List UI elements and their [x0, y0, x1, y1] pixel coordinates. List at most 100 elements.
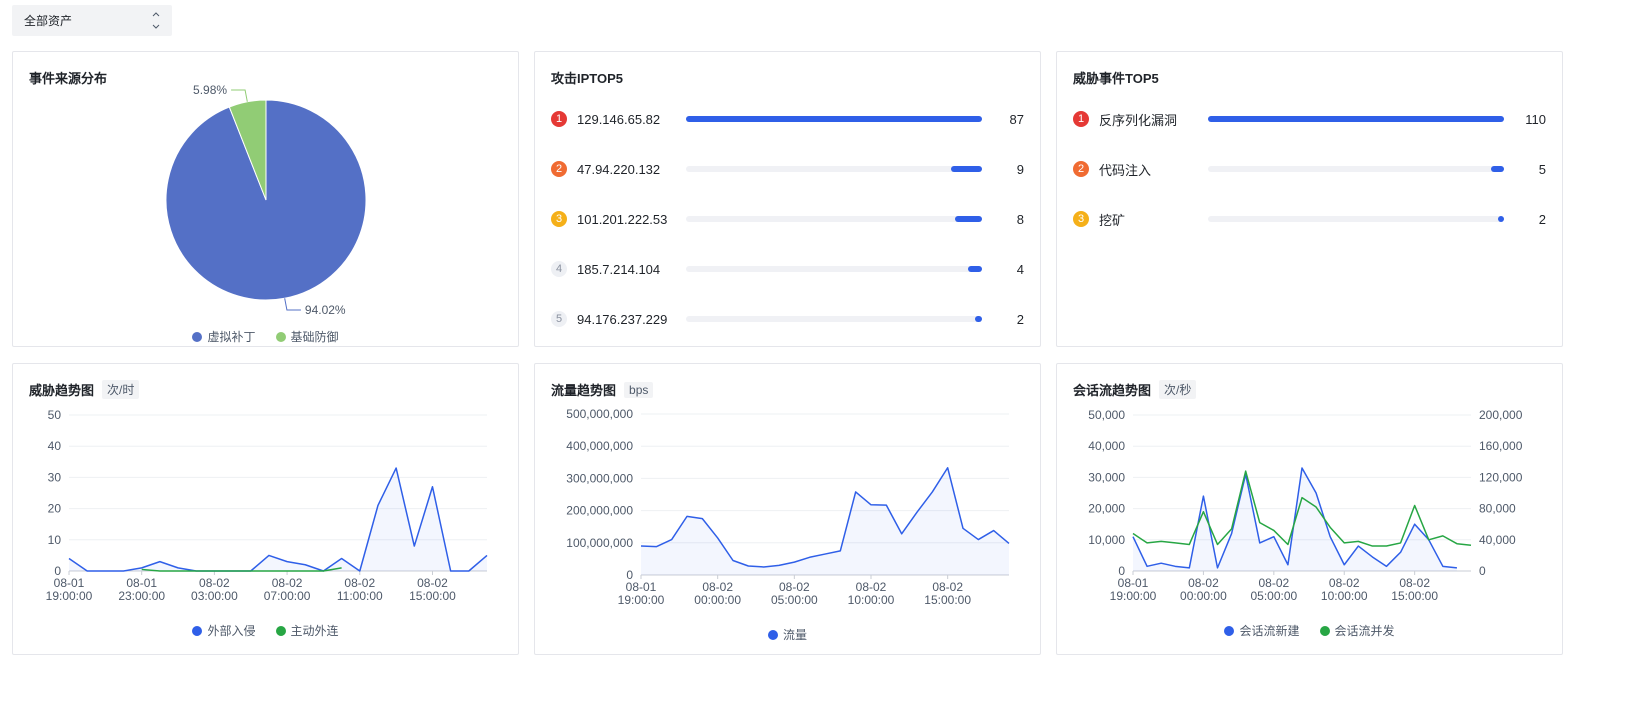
threat-event-card: 威胁事件TOP5 1 反序列化漏洞 110 2 代码注入 5 3 挖矿 2: [1056, 51, 1563, 347]
x-tick-label-time: 10:00:00: [848, 593, 895, 607]
threat-event-row[interactable]: 3 挖矿 2: [1073, 194, 1546, 244]
threat-event-row[interactable]: 1 反序列化漏洞 110: [1073, 94, 1546, 144]
attack-ip-value: 9: [1016, 161, 1024, 177]
x-tick-label-date: 08-01: [1118, 576, 1149, 590]
attack-ip-value: 8: [1016, 211, 1024, 227]
x-tick-label-date: 08-02: [1258, 576, 1289, 590]
rank-bar-track: [1208, 116, 1504, 122]
rank-badge: 2: [551, 161, 567, 177]
x-tick-label-date: 08-02: [1188, 576, 1219, 590]
x-tick-label-date: 08-01: [126, 576, 157, 590]
legend-dot: [192, 625, 203, 636]
y-right-tick-label: 40,000: [1479, 533, 1516, 547]
pie-slice[interactable]: [228, 99, 267, 201]
x-tick-label-date: 08-01: [54, 576, 85, 590]
rank-bar-fill: [951, 166, 982, 172]
threat-event-list: 1 反序列化漏洞 110 2 代码注入 5 3 挖矿 2: [1073, 94, 1546, 244]
rank-bar-fill: [686, 116, 982, 122]
rank-badge: 1: [1073, 111, 1089, 127]
session-trend-title: 会话流趋势图 次/秒: [1073, 380, 1197, 399]
rank-bar-fill: [1490, 166, 1504, 172]
threat-trend-chart: 0102030405008-0119:00:0008-0123:00:0008-…: [46, 408, 488, 603]
legend-item-basic-defense[interactable]: 基础防御: [275, 328, 339, 345]
threat-event-title: 威胁事件TOP5: [1073, 71, 1159, 86]
legend-item-new-session[interactable]: 会话流新建: [1224, 622, 1300, 639]
attack-ip-value: 4: [1016, 261, 1024, 277]
rank-bar-track: [686, 216, 982, 222]
x-tick-label-date: 08-02: [1399, 576, 1430, 590]
x-tick-label-time: 23:00:00: [118, 589, 165, 603]
legend-dot: [275, 331, 286, 342]
threat-trend-title-text: 威胁趋势图: [29, 383, 95, 398]
x-tick-label-date: 08-02: [272, 576, 303, 590]
series-line[interactable]: [68, 467, 488, 572]
event-source-card: 事件来源分布 94.02% 5.98% 虚拟补丁 基础防御: [12, 51, 519, 347]
x-tick-label-time: 15:00:00: [1391, 589, 1438, 603]
rank-bar-fill: [975, 316, 982, 322]
attack-ip-value: 2: [1016, 311, 1024, 327]
x-tick-label-time: 05:00:00: [771, 593, 818, 607]
pie-label-line: [231, 89, 248, 102]
series-line[interactable]: [141, 567, 342, 572]
x-tick-label-time: 19:00:00: [1110, 589, 1157, 603]
attack-ip-label: 94.176.237.229: [577, 311, 668, 327]
series-line[interactable]: [640, 467, 1010, 568]
x-tick-label-time: 00:00:00: [1180, 589, 1227, 603]
y-right-tick-label: 160,000: [1479, 439, 1523, 453]
rank-bar-track: [686, 166, 982, 172]
rank-badge: 3: [551, 211, 567, 227]
session-trend-chart: 0 10,000 20,000 30,000 40,000 50,000 0 40,000 80…: [1088, 408, 1523, 603]
y-tick-label: 20: [48, 502, 62, 516]
traffic-trend-chart: 0 100,000,000 200,000,000 300,000,000 400,00…: [566, 407, 1010, 607]
y-right-tick-label: 120,000: [1479, 470, 1523, 484]
attack-ip-row[interactable]: 1 129.146.65.82 87: [551, 94, 1024, 144]
legend-item-outbound-connection[interactable]: 主动外连: [275, 622, 339, 639]
threat-trend-card: 威胁趋势图 次/时 0 10 20 30 40 50 08-01 19:00:00 08-01 2…: [12, 363, 519, 655]
y-tick-label: 40,000: [1088, 439, 1125, 453]
x-tick-label-time: 15:00:00: [924, 593, 971, 607]
y-tick-label: 20,000: [1088, 502, 1125, 516]
attack-ip-row[interactable]: 2 47.94.220.132 9: [551, 144, 1024, 194]
y-tick-label: 0: [54, 564, 61, 578]
x-tick-label-time: 10:00:00: [1321, 589, 1368, 603]
y-tick-label: 200,000,000: [566, 504, 633, 518]
rank-badge: 1: [551, 111, 567, 127]
y-tick-label: 0: [1118, 564, 1125, 578]
asset-filter-select[interactable]: 全部资产: [12, 5, 172, 36]
y-tick-label: 50: [48, 408, 62, 422]
y-tick-label: 100,000,000: [566, 536, 633, 550]
legend-item-virtual-patch[interactable]: 虚拟补丁: [192, 328, 256, 345]
rank-bar-track: [686, 266, 982, 272]
series-line[interactable]: [1132, 470, 1472, 547]
x-tick-label-date: 08-02: [779, 580, 810, 594]
legend-item-traffic[interactable]: 流量: [767, 626, 807, 643]
threat-event-value: 110: [1525, 111, 1546, 127]
attack-ip-label: 101.201.222.53: [577, 211, 668, 227]
chevron-up-down-icon: [152, 12, 160, 29]
threat-event-row[interactable]: 2 代码注入 5: [1073, 144, 1546, 194]
x-tick-label-date: 08-02: [932, 580, 963, 594]
attack-ip-row[interactable]: 4 185.7.214.104 4: [551, 244, 1024, 294]
attack-ip-row[interactable]: 3 101.201.222.53 8: [551, 194, 1024, 244]
x-tick-label-time: 03:00:00: [191, 589, 238, 603]
legend-item-external-intrusion[interactable]: 外部入侵: [192, 622, 256, 639]
rank-bar-fill: [968, 266, 982, 272]
attack-ip-row[interactable]: 5 94.176.237.229 2: [551, 294, 1024, 344]
event-source-title: 事件来源分布: [29, 71, 108, 86]
x-tick-label-time: 11:00:00: [337, 589, 383, 603]
series-line[interactable]: [1132, 467, 1457, 569]
event-source-legend: 虚拟补丁 基础防御: [13, 328, 518, 345]
rank-badge: 4: [551, 261, 567, 277]
x-tick-label-time: 19:00:00: [46, 589, 93, 603]
legend-item-concurrent-session[interactable]: 会话流并发: [1319, 622, 1395, 639]
y-right-tick-label: 200,000: [1479, 408, 1523, 422]
y-tick-label: 0: [626, 568, 633, 582]
pie-label-line: [284, 298, 301, 311]
y-tick-label: 10: [48, 533, 62, 547]
attack-ip-label: 47.94.220.132: [577, 161, 661, 177]
attack-ip-label: 129.146.65.82: [577, 111, 661, 127]
x-tick-label-date: 08-02: [417, 576, 448, 590]
legend-dot: [1224, 625, 1235, 636]
x-tick-label-date: 08-02: [1329, 576, 1360, 590]
threat-event-label: 挖矿: [1099, 212, 1126, 228]
